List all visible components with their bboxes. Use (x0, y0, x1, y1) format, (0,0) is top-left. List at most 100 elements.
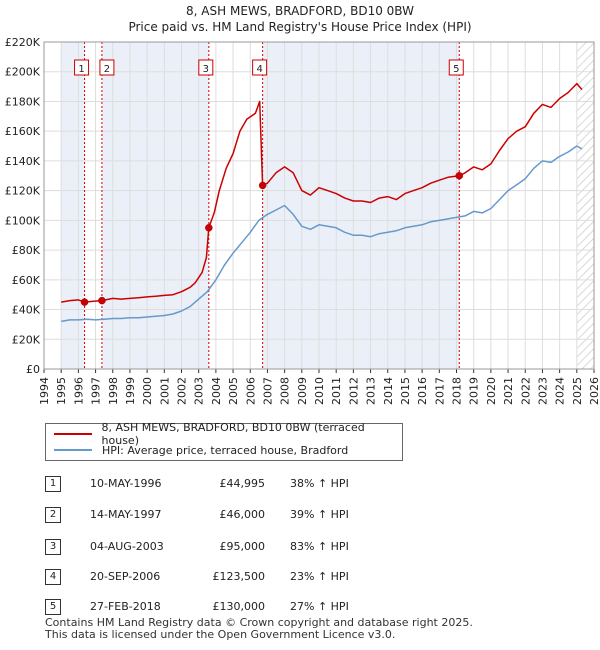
x-tick-label: 2015 (399, 377, 412, 405)
y-tick-label: £60K (12, 274, 41, 287)
row-price: £95,000 (219, 540, 266, 553)
x-tick-label: 2023 (536, 377, 549, 405)
x-tick-label: 2026 (588, 377, 600, 405)
sale-label-number: 3 (203, 64, 209, 75)
y-tick-label: £0 (26, 363, 40, 376)
legend-label-hpi: HPI: Average price, terraced house, Brad… (102, 443, 349, 457)
y-tick-label: £220K (5, 36, 41, 49)
row-price: £123,500 (212, 570, 266, 583)
x-tick-label: 1997 (90, 377, 103, 405)
legend: 8, ASH MEWS, BRADFORD, BD10 0BW (terrace… (45, 421, 403, 461)
row-hpi: 39% ↑ HPI (290, 508, 349, 521)
sale-label-frame (198, 59, 214, 76)
x-tick-label: 1995 (55, 377, 68, 405)
sale-label-number: 4 (256, 64, 262, 75)
x-tick-label: 2025 (571, 377, 584, 405)
price-chart: 8, ASH MEWS, BRADFORD, BD10 0BW Price pa… (5, 4, 600, 405)
x-tick-label: 2007 (261, 377, 274, 405)
table-row: 3 04-AUG-2003 £95,000 83% ↑ HPI (45, 537, 565, 557)
row-date: 10-MAY-1996 (90, 477, 162, 490)
footer: Contains HM Land Registry data © Crown c… (45, 617, 473, 641)
sale-label-box: 5 (448, 59, 464, 76)
x-tick-label: 1998 (107, 377, 120, 405)
x-tick-label: 2002 (176, 377, 189, 405)
sale-label-box: 2 (99, 59, 115, 76)
shaded-region (262, 42, 460, 369)
x-tick-label: 2010 (313, 377, 326, 405)
x-tick-label: 2003 (193, 377, 206, 405)
x-tick-label: 2008 (279, 377, 292, 405)
x-tick-label: 2009 (296, 377, 309, 405)
row-number: 5 (45, 599, 61, 615)
x-tick-label: 2024 (554, 377, 567, 405)
table-row: 1 10-MAY-1996 £44,995 38% ↑ HPI (45, 474, 565, 494)
legend-item-property: 8, ASH MEWS, BRADFORD, BD10 0BW (terrace… (54, 421, 402, 447)
sale-label-number: 5 (453, 64, 459, 75)
sale-point (80, 298, 89, 306)
row-date: 20-SEP-2006 (90, 570, 161, 583)
plot-frame (43, 41, 595, 370)
footer-licence: This data is licensed under the Open Gov… (45, 628, 396, 641)
sale-point (205, 224, 213, 232)
sale-point (258, 181, 267, 190)
table-row: 2 14-MAY-1997 £46,000 39% ↑ HPI (45, 505, 565, 525)
y-tick-label: £160K (5, 125, 41, 138)
y-tick-label: £40K (12, 304, 41, 317)
y-tick-label: £180K (5, 95, 41, 108)
footer-copyright: Contains HM Land Registry data © Crown c… (45, 616, 473, 629)
x-tick-label: 2004 (210, 377, 223, 405)
legend-item-hpi: HPI: Average price, terraced house, Brad… (54, 442, 348, 458)
shaded-region (101, 42, 209, 369)
sale-label-frame (448, 59, 464, 76)
x-tick-label: 2019 (468, 377, 481, 405)
x-tick-label: 2012 (347, 377, 360, 405)
hpi-line (61, 145, 583, 323)
x-tick-label: 1994 (38, 377, 51, 405)
sale-point (455, 172, 463, 180)
sale-label-box: 1 (74, 59, 90, 76)
row-date: 14-MAY-1997 (90, 508, 162, 521)
row-date: 27-FEB-2018 (90, 600, 161, 613)
chart-subtitle: Price paid vs. HM Land Registry's House … (128, 20, 471, 34)
sale-label-frame (99, 59, 115, 76)
x-tick-label: 2022 (519, 377, 532, 405)
row-price: £44,995 (219, 477, 266, 490)
sale-label-number: 2 (104, 64, 110, 75)
y-tick-label: £80K (12, 244, 41, 257)
legend-label-property: 8, ASH MEWS, BRADFORD, BD10 0BW (terrace… (101, 421, 365, 447)
x-tick-label: 1996 (72, 377, 85, 405)
table-row: 5 27-FEB-2018 £130,000 27% ↑ HPI (45, 597, 565, 617)
x-tick-label: 2013 (365, 377, 378, 405)
chart-title: 8, ASH MEWS, BRADFORD, BD10 0BW (186, 4, 414, 18)
y-tick-label: £120K (5, 185, 41, 198)
legend-swatch-hpi (54, 449, 92, 451)
sale-label-frame (74, 59, 90, 76)
sale-label-box: 3 (198, 59, 214, 76)
row-hpi: 83% ↑ HPI (290, 540, 349, 553)
sale-label-box: 4 (252, 59, 268, 76)
y-tick-label: £140K (5, 155, 41, 168)
x-tick-label: 2005 (227, 377, 240, 405)
x-tick-label: 2020 (485, 377, 498, 405)
row-hpi: 23% ↑ HPI (290, 570, 349, 583)
row-number: 4 (45, 569, 61, 585)
table-row: 4 20-SEP-2006 £123,500 23% ↑ HPI (45, 567, 565, 587)
x-tick-label: 2000 (141, 377, 154, 405)
row-date: 04-AUG-2003 (90, 540, 164, 553)
row-hpi: 38% ↑ HPI (290, 477, 349, 490)
row-price: £46,000 (219, 508, 266, 521)
x-tick-label: 1999 (124, 377, 137, 405)
x-tick-label: 2016 (416, 377, 429, 405)
legend-swatch-property (54, 433, 92, 435)
x-tick-label: 2017 (433, 377, 446, 405)
row-hpi: 27% ↑ HPI (290, 600, 349, 613)
x-tick-label: 2011 (330, 377, 343, 405)
row-price: £130,000 (212, 600, 266, 613)
x-tick-label: 2021 (502, 377, 515, 405)
y-tick-label: £200K (5, 66, 41, 79)
row-number: 1 (45, 476, 61, 492)
x-tick-label: 2006 (244, 377, 257, 405)
y-tick-label: £100K (5, 214, 41, 227)
sale-label-number: 1 (78, 64, 84, 75)
x-tick-label: 2014 (382, 377, 395, 405)
